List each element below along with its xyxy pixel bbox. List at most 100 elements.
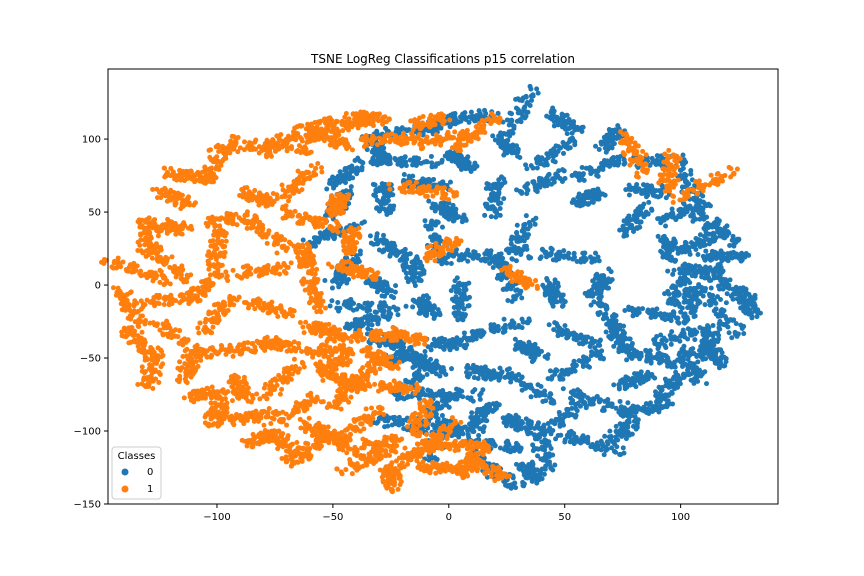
- data-point: [700, 267, 706, 273]
- data-point: [455, 309, 461, 315]
- data-point: [601, 452, 607, 458]
- data-point: [588, 166, 594, 172]
- data-point: [524, 246, 530, 252]
- data-point: [490, 264, 496, 270]
- data-point: [461, 287, 467, 293]
- data-point: [465, 154, 471, 160]
- data-point: [555, 417, 561, 423]
- data-point: [633, 384, 639, 390]
- data-point: [542, 354, 548, 360]
- data-point: [490, 133, 496, 139]
- data-point: [587, 254, 593, 260]
- data-point: [534, 350, 540, 356]
- data-point: [553, 171, 559, 177]
- data-point: [448, 260, 454, 266]
- data-point: [646, 199, 652, 205]
- data-point: [442, 153, 448, 159]
- data-point: [373, 309, 379, 315]
- data-point: [534, 86, 540, 92]
- data-point: [447, 179, 453, 185]
- data-point: [399, 395, 405, 401]
- data-point: [462, 110, 468, 116]
- data-point: [506, 250, 512, 256]
- data-point: [729, 335, 735, 341]
- data-point: [603, 283, 609, 289]
- data-point: [375, 286, 381, 292]
- data-point: [583, 257, 589, 263]
- data-point: [416, 296, 422, 302]
- data-point: [466, 280, 472, 286]
- data-point: [375, 321, 381, 327]
- data-point: [717, 326, 723, 332]
- data-point: [327, 303, 333, 309]
- data-point: [681, 313, 687, 319]
- data-point: [694, 353, 700, 359]
- data-point: [374, 205, 380, 211]
- data-point: [422, 218, 428, 224]
- data-point: [514, 229, 520, 235]
- data-point: [631, 309, 637, 315]
- data-point: [635, 417, 641, 423]
- data-point: [588, 444, 594, 450]
- data-point: [604, 158, 610, 164]
- data-point: [595, 342, 601, 348]
- data-point: [564, 407, 570, 413]
- data-point: [570, 256, 576, 262]
- data-point: [609, 145, 615, 151]
- data-point: [690, 366, 696, 372]
- data-point: [440, 388, 446, 394]
- data-point: [381, 248, 387, 254]
- data-point: [459, 388, 465, 394]
- data-point: [694, 329, 700, 335]
- data-point: [675, 292, 681, 298]
- data-point: [404, 275, 410, 281]
- data-point: [513, 250, 519, 256]
- data-point: [617, 427, 623, 433]
- data-point: [644, 182, 650, 188]
- data-point: [577, 341, 583, 347]
- data-point: [681, 294, 687, 300]
- data-point: [465, 395, 471, 401]
- data-point: [500, 329, 506, 335]
- data-point: [434, 161, 440, 167]
- data-point: [643, 377, 649, 383]
- data-point: [678, 245, 684, 251]
- data-point: [410, 304, 416, 310]
- data-point: [359, 167, 365, 173]
- data-point: [504, 420, 510, 426]
- data-point: [351, 301, 357, 307]
- data-point: [426, 295, 432, 301]
- data-point: [472, 117, 478, 123]
- data-point: [689, 206, 695, 212]
- data-point: [569, 437, 575, 443]
- data-point: [603, 149, 609, 155]
- data-point: [494, 210, 500, 216]
- data-point: [603, 329, 609, 335]
- data-point: [719, 281, 725, 287]
- data-point: [508, 286, 514, 292]
- data-point: [655, 233, 661, 239]
- data-point: [476, 433, 482, 439]
- data-point: [313, 238, 319, 244]
- data-point: [559, 297, 565, 303]
- data-point: [472, 249, 478, 255]
- data-point: [619, 433, 625, 439]
- data-point: [381, 237, 387, 243]
- data-point: [673, 315, 679, 321]
- data-point: [555, 122, 561, 128]
- data-point: [668, 337, 674, 343]
- data-point: [470, 398, 476, 404]
- data-point: [378, 156, 384, 162]
- data-point: [688, 168, 694, 174]
- chart-title: TSNE LogReg Classifications p15 correlat…: [310, 52, 575, 66]
- data-point: [508, 128, 514, 134]
- data-point: [693, 297, 699, 303]
- data-point: [506, 366, 512, 372]
- data-point: [566, 332, 572, 338]
- data-point: [703, 228, 709, 234]
- data-point: [522, 115, 528, 121]
- data-point: [589, 351, 595, 357]
- data-point: [666, 298, 672, 304]
- data-point: [416, 156, 422, 162]
- data-point: [579, 128, 585, 134]
